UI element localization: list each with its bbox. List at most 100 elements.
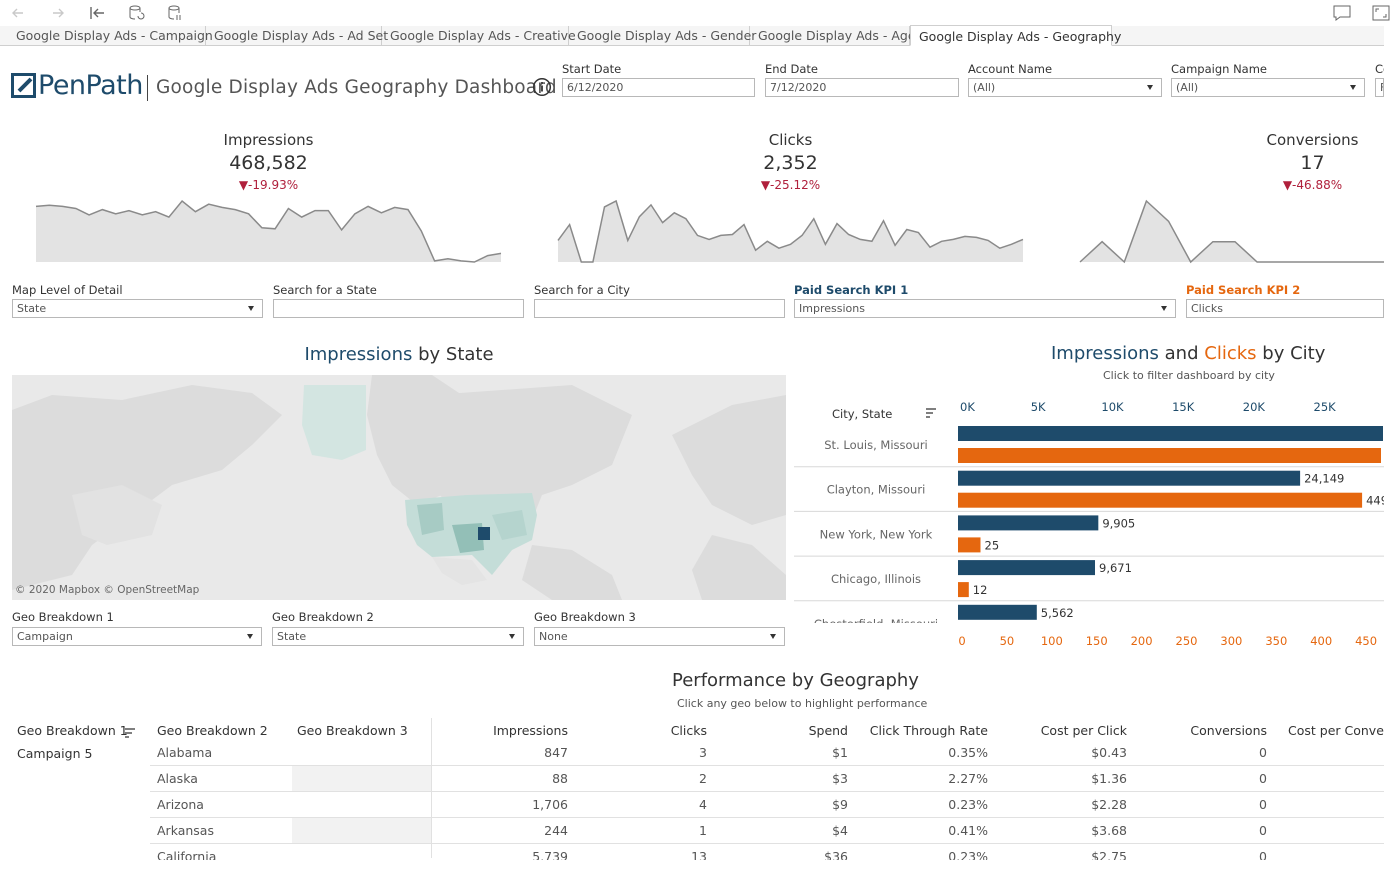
table-cell: 2.27% (948, 771, 988, 786)
impressions-bar[interactable] (958, 560, 1096, 576)
campaign-name-select[interactable]: (All) (1171, 78, 1365, 97)
clicks-label: 12 (973, 583, 988, 597)
kpi-card-conversions[interactable]: Conversions 17 ▼-46.88% (1070, 119, 1384, 264)
col-header-cost-per-conversion[interactable]: Cost per Convers (1288, 723, 1384, 738)
table-cell[interactable]: Arizona (157, 797, 204, 812)
clicks-bar[interactable] (958, 492, 1363, 508)
start-date-input[interactable]: 6/12/2020 (562, 78, 755, 97)
impressions-bar[interactable] (958, 470, 1301, 486)
tab-age[interactable]: Google Display Ads - Age (750, 26, 916, 46)
header-divider (147, 75, 148, 101)
clicks-bar[interactable] (958, 537, 981, 553)
sort-icon[interactable] (924, 405, 938, 419)
col-header-geo3[interactable]: Geo Breakdown 3 (297, 723, 408, 738)
search-state-input[interactable] (273, 299, 524, 318)
table-cell[interactable]: Arkansas (157, 823, 214, 838)
city-title-clicks: Clicks (1204, 343, 1257, 364)
city-title-suffix: by City (1262, 343, 1326, 364)
geo-breakdown-1-label: Geo Breakdown 1 (12, 610, 114, 624)
tab-gender[interactable]: Google Display Ads - Gender (569, 26, 756, 46)
col-header-geo1[interactable]: Geo Breakdown 1 (17, 723, 128, 738)
map-level-select[interactable]: State (12, 299, 263, 318)
table-group-label[interactable]: Campaign 5 (17, 746, 93, 761)
kpi-title: Conversions (1266, 131, 1359, 149)
table-divider (431, 718, 432, 858)
clicks-label: 449 (1366, 494, 1384, 508)
kpi1-select[interactable]: Impressions (794, 299, 1176, 318)
bottom-axis-tick: 100 (1041, 634, 1063, 648)
row-divider (150, 843, 1384, 844)
kpi2-select[interactable]: Clicks (1186, 299, 1384, 318)
col-header-clicks[interactable]: Clicks (670, 723, 707, 738)
col-header-cpc[interactable]: Cost per Click (1040, 723, 1127, 738)
table-cell: 0 (1259, 745, 1267, 760)
clicks-bar[interactable] (958, 448, 1381, 463)
table-cell: $3.68 (1091, 823, 1127, 838)
impressions-bar[interactable] (958, 604, 1037, 620)
top-axis-tick: 5K (1031, 400, 1046, 414)
sort-icon[interactable] (124, 724, 136, 738)
end-date-label: End Date (765, 62, 818, 76)
first-page-icon[interactable] (87, 3, 107, 23)
col-header-geo2[interactable]: Geo Breakdown 2 (157, 723, 268, 738)
cut-filter-select[interactable]: F (1375, 78, 1384, 97)
state-map[interactable]: © 2020 Mapbox © OpenStreetMap (12, 375, 786, 600)
forward-icon[interactable] (48, 3, 68, 23)
col-header-ctr[interactable]: Click Through Rate (869, 723, 988, 738)
tab-ad-set[interactable]: Google Display Ads - Ad Set (206, 26, 388, 46)
account-name-select[interactable]: (All) (968, 78, 1162, 97)
table-cell: $1 (832, 745, 848, 760)
tab-creative[interactable]: Google Display Ads - Creative (382, 26, 576, 46)
chevron-down-icon (509, 634, 515, 639)
refresh-data-icon[interactable] (126, 3, 146, 23)
pause-updates-icon[interactable] (165, 3, 185, 23)
city-bar-chart[interactable]: 0K5K10K15K20K25K30St. Louis, MissouriCla… (794, 395, 1384, 655)
geo-breakdown-3-select[interactable]: None (534, 627, 785, 646)
search-city-input[interactable] (534, 299, 785, 318)
back-icon[interactable] (8, 3, 28, 23)
geo-breakdown-2-select[interactable]: State (272, 627, 524, 646)
kpi1-label: Paid Search KPI 1 (794, 283, 909, 297)
kpi1-value: Impressions (799, 302, 865, 315)
col-header-impressions[interactable]: Impressions (493, 723, 568, 738)
chevron-down-icon (1147, 85, 1153, 90)
tab-campaign[interactable]: Google Display Ads - Campaign (8, 26, 213, 46)
geo-breakdown-1-select[interactable]: Campaign (12, 627, 262, 646)
col-header-spend[interactable]: Spend (808, 723, 848, 738)
table-cell: 0 (1259, 849, 1267, 864)
tab-geography[interactable]: Google Display Ads - Geography (910, 25, 1121, 46)
kpi-card-clicks[interactable]: Clicks 2,352 ▼-25.12% (548, 119, 1033, 264)
table-cell: 0 (1259, 797, 1267, 812)
chevron-down-icon (770, 634, 776, 639)
geo-breakdown-3-label: Geo Breakdown 3 (534, 610, 636, 624)
table-cell[interactable]: Alaska (157, 771, 198, 786)
table-cell: $3 (832, 771, 848, 786)
table-cell: $2.28 (1091, 797, 1127, 812)
account-name-label: Account Name (968, 62, 1053, 76)
kpi-card-impressions[interactable]: Impressions 468,582 ▼-19.93% (26, 119, 511, 264)
kpi-title: Impressions (223, 131, 314, 149)
comment-icon[interactable] (1332, 3, 1352, 23)
impressions-bar[interactable] (958, 426, 1383, 441)
table-cell: 244 (544, 823, 568, 838)
table-cell: 0.41% (948, 823, 988, 838)
geo3-cell (292, 818, 431, 843)
col-header-conversions[interactable]: Conversions (1190, 723, 1267, 738)
axis-background[interactable] (794, 623, 1384, 655)
fullscreen-icon[interactable] (1371, 3, 1391, 23)
impressions-label: 9,671 (1099, 561, 1132, 575)
map-title: Impressions by State (12, 344, 786, 365)
clicks-bar[interactable] (958, 582, 969, 598)
info-icon[interactable] (532, 77, 552, 97)
top-axis-tick: 15K (1172, 400, 1195, 414)
sparkline-line (1079, 199, 1384, 264)
end-date-input[interactable]: 7/12/2020 (765, 78, 959, 97)
geo-breakdown-1-value: Campaign (17, 630, 73, 643)
table-title: Performance by Geography (672, 670, 919, 691)
impressions-label: 24,149 (1304, 472, 1344, 486)
table-cell: 0 (1259, 771, 1267, 786)
table-cell[interactable]: Alabama (157, 745, 213, 760)
impressions-bar[interactable] (958, 515, 1099, 531)
geo-breakdown-3-value: None (539, 630, 568, 643)
table-cell: $0.43 (1091, 745, 1127, 760)
